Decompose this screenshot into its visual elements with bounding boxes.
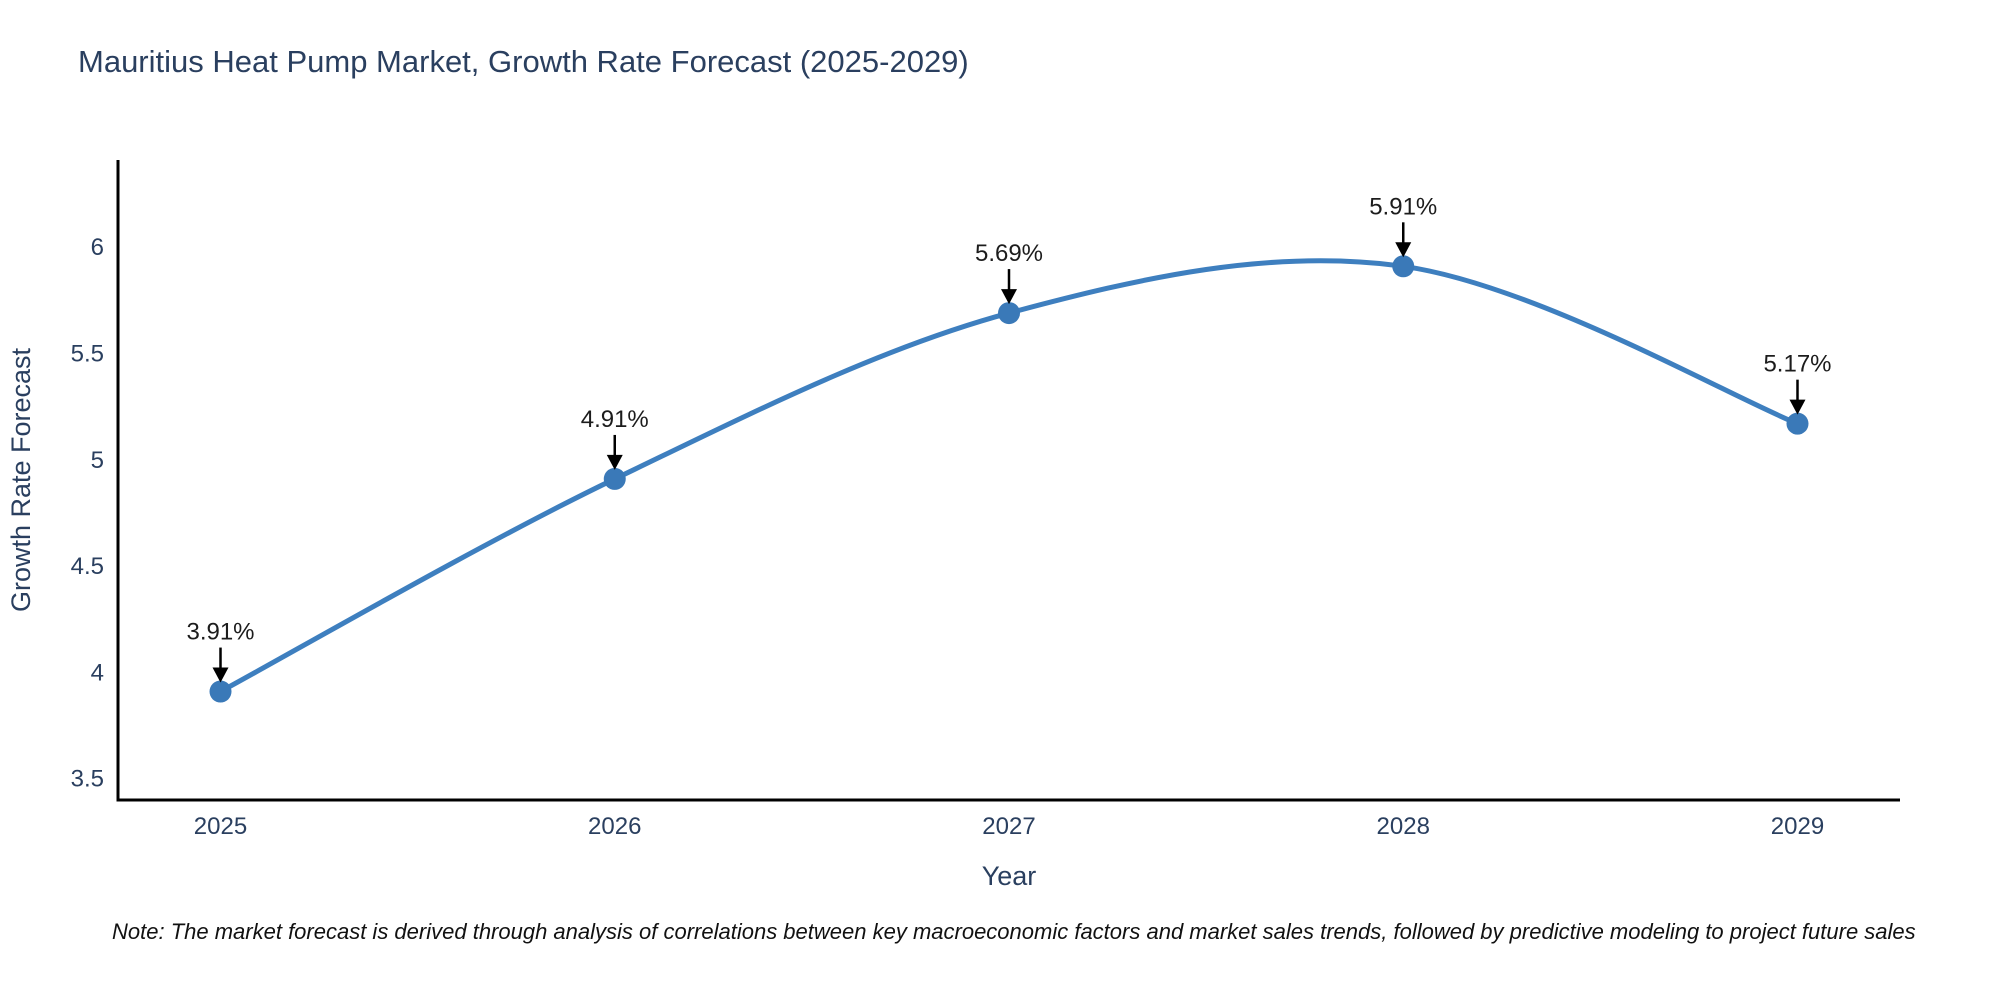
x-tick-label: 2028 bbox=[1377, 813, 1430, 840]
annotation-arrow-head bbox=[1395, 242, 1412, 258]
data-point[interactable] bbox=[1786, 412, 1809, 435]
point-label: 4.91% bbox=[581, 406, 649, 433]
y-axis-title: Growth Rate Forecast bbox=[6, 347, 36, 612]
x-tick-label: 2029 bbox=[1771, 813, 1824, 840]
annotation-arrow-head bbox=[1789, 399, 1806, 415]
y-tick-label: 5.5 bbox=[71, 340, 104, 367]
y-tick-label: 4.5 bbox=[71, 553, 104, 580]
x-axis-title: Year bbox=[982, 861, 1037, 891]
point-label: 3.91% bbox=[186, 619, 254, 646]
data-point[interactable] bbox=[1392, 255, 1415, 278]
annotation-arrow-head bbox=[606, 454, 623, 470]
x-tick-label: 2026 bbox=[588, 813, 641, 840]
chart-title: Mauritius Heat Pump Market, Growth Rate … bbox=[78, 44, 969, 79]
y-tick-label: 5 bbox=[91, 447, 104, 474]
annotation-arrow-head bbox=[1001, 289, 1017, 305]
point-label: 5.17% bbox=[1763, 351, 1831, 378]
trend-line bbox=[218, 258, 1800, 695]
data-point[interactable] bbox=[998, 302, 1020, 325]
point-label: 5.69% bbox=[975, 240, 1043, 267]
footnote: Note: The market forecast is derived thr… bbox=[112, 919, 1916, 944]
annotation-arrow-head bbox=[212, 667, 229, 683]
data-point[interactable] bbox=[209, 680, 232, 703]
x-tick-label: 2027 bbox=[982, 813, 1035, 840]
axis-lines bbox=[116, 160, 1900, 802]
x-tick-label: 2025 bbox=[194, 813, 247, 840]
y-tick-label: 4 bbox=[91, 659, 104, 686]
y-tick-label: 3.5 bbox=[71, 766, 104, 793]
y-tick-label: 6 bbox=[91, 234, 104, 261]
data-point[interactable] bbox=[603, 467, 626, 490]
point-label: 5.91% bbox=[1369, 193, 1437, 220]
